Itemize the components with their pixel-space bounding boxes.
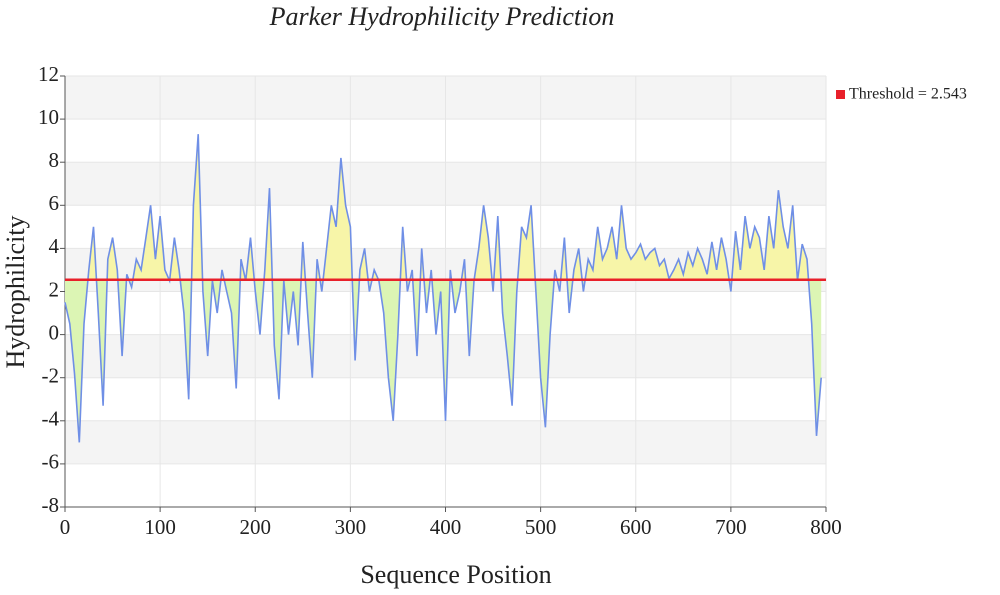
y-tick-label: 8 (49, 148, 60, 172)
area-above (65, 134, 822, 280)
x-tick-label: 600 (620, 515, 652, 539)
y-tick-label: 4 (49, 234, 60, 258)
y-tick-label: -2 (42, 364, 60, 388)
x-tick-label: 300 (335, 515, 367, 539)
y-tick-label: 12 (38, 62, 59, 86)
y-axis-label: Hydrophilicity (1, 215, 30, 368)
legend-label: Threshold = 2.543 (849, 86, 967, 103)
x-tick-label: 400 (430, 515, 462, 539)
x-tick-label: 100 (144, 515, 176, 539)
data-line (64, 134, 822, 443)
x-tick-label: 500 (525, 515, 557, 539)
x-axis-label: Sequence Position (360, 560, 551, 589)
x-tick-label: 700 (715, 515, 747, 539)
y-tick-label: -6 (42, 450, 60, 474)
y-tick-label: 10 (38, 105, 59, 129)
chart-title: Parker Hydrophilicity Prediction (269, 2, 615, 31)
area-below (65, 279, 822, 443)
x-tick-label: 0 (60, 515, 71, 539)
x-tick-label: 200 (240, 515, 272, 539)
y-tick-label: -4 (42, 407, 60, 431)
legend-swatch (836, 90, 845, 99)
x-tick-label: 800 (810, 515, 842, 539)
y-tick-label: 2 (49, 277, 60, 301)
y-tick-label: 0 (49, 320, 60, 344)
y-tick-label: -8 (42, 493, 60, 517)
y-tick-label: 6 (49, 191, 60, 215)
